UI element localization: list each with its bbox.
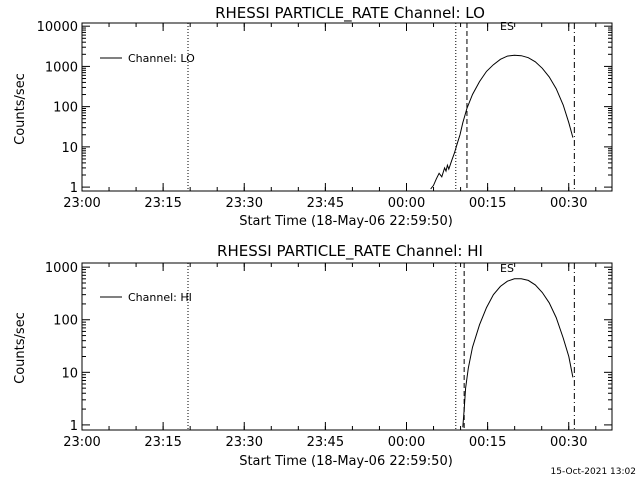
x-tick-label: 00:00 [388, 435, 425, 450]
x-tick-label: 23:45 [307, 435, 344, 450]
x-tick-label: 23:00 [63, 435, 100, 450]
y-axis-label-hi: Counts/sec [13, 312, 28, 384]
x-tick-label: 23:15 [144, 435, 181, 450]
es-label-lo: ES [500, 20, 514, 33]
y-axis-label-lo: Counts/sec [13, 73, 28, 145]
chart-title-hi: RHESSI PARTICLE_RATE Channel: HI [217, 242, 483, 261]
plot-frame [81, 22, 613, 192]
series-line [430, 54, 574, 190]
x-tick-label: 23:45 [307, 196, 344, 211]
x-tick-label: 23:30 [226, 196, 263, 211]
series-line [462, 278, 574, 428]
y-tick-label: 1000 [45, 261, 78, 276]
x-tick-label: 23:30 [226, 435, 263, 450]
x-tick-label: 00:30 [550, 196, 587, 211]
y-tick-label: 10 [61, 366, 78, 381]
plot-frame [81, 262, 613, 431]
y-tick-label: 10000 [37, 20, 78, 35]
chart-title-lo: RHESSI PARTICLE_RATE Channel: LO [215, 4, 485, 23]
x-tick-label: 23:15 [144, 196, 181, 211]
y-tick-label: 1 [70, 181, 78, 196]
y-tick-label: 1000 [45, 60, 78, 75]
x-axis-label-hi: Start Time (18-May-06 22:59:50) [239, 454, 453, 469]
legend-label-hi: Channel: HI [128, 291, 192, 304]
es-label-hi: ES [500, 262, 514, 275]
x-tick-label: 00:30 [550, 435, 587, 450]
y-tick-label: 100 [53, 101, 78, 116]
x-tick-label: 00:15 [469, 196, 506, 211]
x-tick-label: 23:00 [63, 196, 100, 211]
y-tick-label: 10 [61, 141, 78, 156]
legend-label-lo: Channel: LO [128, 52, 195, 65]
footer-timestamp: 15-Oct-2021 13:02 [551, 467, 636, 477]
y-tick-label: 1 [70, 419, 78, 434]
x-tick-label: 00:00 [388, 196, 425, 211]
x-axis-label-lo: Start Time (18-May-06 22:59:50) [239, 214, 453, 229]
x-tick-label: 00:15 [469, 435, 506, 450]
y-tick-label: 100 [53, 314, 78, 329]
